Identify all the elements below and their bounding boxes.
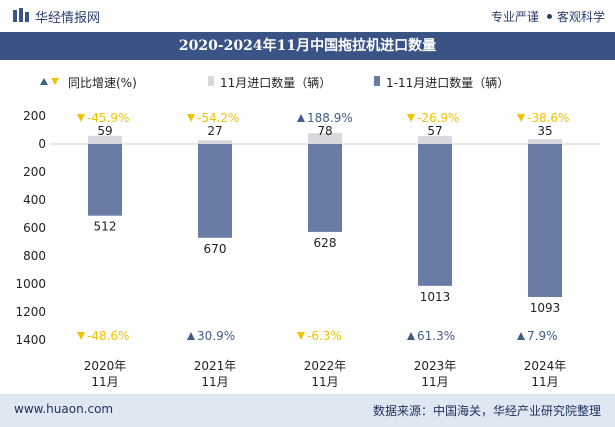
growth-label-nov-down-arrow-icon [517,114,525,122]
growth-label-nov: -26.9% [417,111,459,125]
y-tick-label: 800 [23,249,46,263]
legend-label-nov: 11月进口数量（辆） [220,75,331,90]
y-tick-label: 1200 [15,305,46,319]
data-label-ytd: 1093 [530,301,561,315]
dot-separator [546,14,552,19]
tagline: 专业严谨 客观科学 [491,8,605,25]
legend-down-arrow-icon [51,78,59,85]
x-tick-label-month: 11月 [91,375,118,389]
data-label-nov: 59 [97,124,112,138]
growth-label-ytd: 61.3% [417,329,455,343]
data-label-ytd: 628 [314,236,337,250]
bar-nov [198,140,232,144]
growth-label-ytd-up-arrow-icon [407,332,415,340]
tagline-2: 客观科学 [556,10,605,24]
data-label-nov: 57 [427,124,442,138]
data-label-ytd: 1013 [420,290,451,304]
title-bar [0,32,615,60]
x-tick-label-month: 11月 [421,375,448,389]
growth-label-nov-down-arrow-icon [77,114,85,122]
growth-label-ytd: 7.9% [527,329,558,343]
legend-swatch-nov [208,76,214,86]
data-label-ytd: 670 [204,242,227,256]
y-tick-label: 200 [23,109,46,123]
bar-ytd [88,144,122,216]
bar-ytd [308,144,342,232]
data-label-nov: 78 [317,124,332,138]
site-name: 华经情报网 [35,11,101,26]
data-label-nov: 35 [537,124,552,138]
growth-label-ytd: -48.6% [87,329,129,343]
bar-ytd [418,144,452,286]
footer-source: 数据来源：中国海关，华经产业研究院整理 [372,404,601,418]
top-bar: 华经情报网 专业严谨 客观科学 [0,0,615,30]
y-tick-label: 1400 [15,333,46,347]
growth-label-nov-down-arrow-icon [407,114,415,122]
legend-up-arrow-icon [40,78,48,85]
legend-label-ytd: 1-11月进口数量（辆） [386,75,509,90]
growth-label-ytd: 30.9% [197,329,235,343]
growth-label-nov: 188.9% [307,111,353,125]
legend-label-growth: 同比增速(%) [68,76,137,90]
bar-nov [88,135,122,144]
bar-nov [418,136,452,144]
growth-label-ytd-up-arrow-icon [517,332,525,340]
data-label-ytd: 512 [94,220,117,234]
growth-label-ytd-down-arrow-icon [297,332,305,340]
x-tick-label: 2023年 [414,359,457,373]
footer-website[interactable]: www.huaon.com [14,402,114,416]
y-tick-label: 400 [23,193,46,207]
y-tick-label: 600 [23,221,46,235]
growth-label-nov: -38.6% [527,111,569,125]
chart: 同比增速(%) 11月进口数量（辆） 1-11月进口数量（辆） 200 0 200 400 6… [15,75,600,389]
y-tick-label: 1000 [15,277,46,291]
bar-nov [528,139,562,144]
x-tick-label: 2021年 [194,359,237,373]
x-tick-label-month: 11月 [311,375,338,389]
chart-title: 2020-2024年11月中国拖拉机进口数量 [178,38,437,54]
growth-label-ytd-down-arrow-icon [77,332,85,340]
tagline-1: 专业严谨 [490,10,539,24]
legend-swatch-ytd [374,76,380,86]
bar-ytd [198,144,232,238]
x-tick-label-month: 11月 [531,375,558,389]
growth-label-ytd-up-arrow-icon [187,332,195,340]
growth-label-ytd: -6.3% [307,329,342,343]
footer-bar [0,394,615,427]
y-tick-label: 200 [23,165,46,179]
x-tick-label-month: 11月 [201,375,228,389]
x-tick-label: 2020年 [84,359,127,373]
bar-nov [308,133,342,144]
growth-label-nov: -45.9% [87,111,129,125]
data-label-nov: 27 [207,124,222,138]
bar-logo-icon [13,8,29,22]
y-tick-label: 0 [38,137,46,151]
growth-label-nov-up-arrow-icon [297,114,305,122]
bar-ytd [528,144,562,298]
growth-label-nov-down-arrow-icon [187,114,195,122]
x-tick-label: 2022年 [304,359,347,373]
growth-label-nov: -54.2% [197,111,239,125]
x-tick-label: 2024年 [524,359,567,373]
